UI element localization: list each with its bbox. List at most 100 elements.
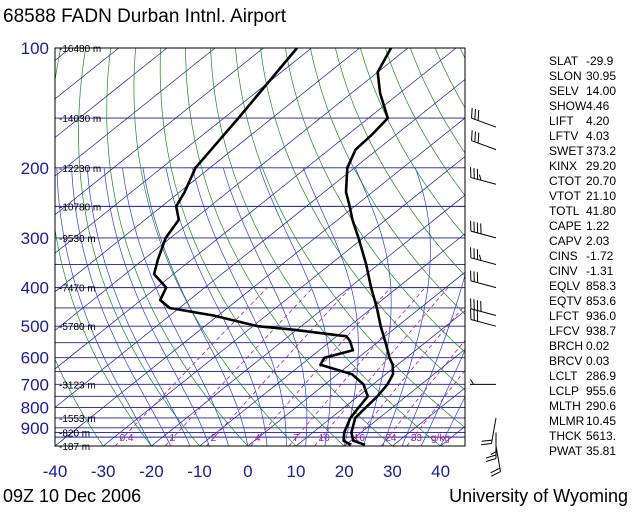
wind-barb (470, 309, 497, 327)
wind-barb-feather (474, 131, 476, 142)
height-labels: -16480 m -14030 m -12230 m -10780 m -9530 m -… (59, 44, 101, 453)
moist-adiabat-line (192, 167, 287, 446)
mixing-ratio-label: g/kg (431, 433, 450, 444)
isotherm-line (55, 48, 409, 331)
height-label: -187 m (59, 442, 90, 453)
pressure-tick-label: 300 (21, 229, 49, 248)
index-value: 373.2 (586, 144, 617, 158)
index-value: 0.02 (586, 339, 610, 353)
wind-barb-staff (470, 257, 497, 266)
index-value: 14.00 (586, 84, 617, 98)
mixing-ratio-line (114, 287, 268, 446)
wind-barb (470, 298, 497, 316)
index-row: TOTL 41.80 (549, 204, 616, 219)
mixing-ratio-label: 1 (170, 433, 176, 444)
index-value: 936.0 (586, 309, 617, 323)
dry-adiabat-line (260, 48, 465, 391)
pressure-tick-label: 900 (21, 419, 49, 438)
index-name: SELV (549, 84, 579, 98)
source-credit: University of Wyoming (449, 486, 628, 506)
dry-adiabat-line (106, 48, 249, 446)
mixing-ratio-label: 0.4 (120, 433, 134, 444)
dry-adiabat-line (359, 48, 465, 237)
index-value: 21.10 (586, 189, 617, 203)
mixing-ratio-line (206, 287, 351, 446)
height-label: -10780 m (59, 202, 101, 213)
index-name: EQTV (549, 294, 582, 308)
index-name: MLTH (549, 399, 581, 413)
wind-barb-feather (471, 130, 473, 141)
index-name: BRCV (549, 354, 583, 368)
wind-barb-feather (478, 174, 482, 181)
index-row: KINX 29.20 (549, 159, 616, 174)
temperature-tick-label: -30 (91, 462, 116, 481)
observation-time: 09Z 10 Dec 2006 (3, 486, 142, 506)
mixing-ratio-line (164, 287, 314, 446)
mixing-ratio-line (380, 339, 465, 446)
moist-adiabat-line (122, 167, 229, 446)
index-value: 0.03 (586, 354, 610, 368)
index-value: 4.03 (586, 129, 610, 143)
height-label: -16480 m (59, 44, 101, 55)
index-row: BRCV 0.03 (549, 354, 616, 369)
wind-barb (470, 270, 497, 289)
height-label: -5780 m (59, 322, 96, 333)
index-row: SHOW 4.46 (549, 99, 616, 114)
moist-adiabat-line (420, 349, 465, 446)
dry-adiabat-line (133, 48, 297, 446)
wind-barb-staff (470, 177, 497, 185)
moist-adiabat-line (440, 396, 465, 446)
mixing-ratio-line (314, 287, 449, 446)
height-label: -14030 m (59, 114, 101, 125)
index-value: -1.31 (586, 264, 614, 278)
index-name: LFCT (549, 309, 579, 323)
index-value: 30.95 (586, 69, 617, 83)
index-name: BRCH (549, 339, 584, 353)
wind-barb-feather (471, 107, 473, 119)
isotherm-line (55, 48, 216, 177)
pressure-tick-label: 500 (21, 317, 49, 336)
index-row: LCLT 286.9 (549, 369, 616, 384)
wind-barb-feather (481, 443, 492, 446)
temperature-tick-label: -10 (187, 462, 212, 481)
wind-barb-staff (471, 117, 497, 128)
index-name: LCLT (549, 369, 578, 383)
wind-barb-staff (490, 417, 497, 444)
dry-adiabat-line (78, 48, 200, 446)
index-name: EQLV (549, 279, 581, 293)
index-value: 1.22 (586, 219, 610, 233)
index-value: 955.6 (586, 384, 617, 398)
moist-adiabat-line (401, 273, 465, 446)
index-row: CAPE 1.22 (549, 219, 616, 234)
index-name: SLAT (549, 54, 579, 68)
wind-barb (471, 107, 497, 128)
isotherm-line (343, 348, 465, 446)
wind-barb-feather (485, 454, 497, 459)
index-name: THCK (549, 429, 582, 443)
wind-barb (470, 167, 497, 185)
dry-adiabat-line (159, 48, 345, 446)
temperature-tick-label: 20 (335, 462, 354, 481)
index-row: EQLV 858.3 (549, 279, 616, 294)
wind-barb-staff (470, 280, 497, 289)
index-name: CINV (549, 264, 578, 278)
temperature-tick-label: -40 (43, 462, 68, 481)
dry-adiabat-line (285, 48, 465, 353)
index-value: 4.20 (586, 114, 610, 128)
wind-barb-staff (471, 140, 497, 151)
chart-grid (0, 48, 465, 446)
moist-adiabat-line (103, 167, 210, 446)
isotherm-line (55, 48, 312, 254)
index-value: 20.70 (586, 174, 617, 188)
moist-adiabat-line (165, 167, 268, 446)
isotherm-line (295, 310, 465, 446)
index-value: 29.20 (586, 159, 617, 173)
index-row: LFCV 938.7 (549, 324, 616, 339)
dry-adiabat-line (55, 48, 152, 446)
isotherm-line (0, 48, 22, 446)
stability-indices: SLAT -29.9 SLON 30.95 SELV 14.00 SHOW 4.46 LIFT 4… (549, 54, 616, 459)
index-name: KINX (549, 159, 578, 173)
mixing-ratio-label: 4 (255, 433, 261, 444)
wind-barb-feather (490, 467, 501, 474)
